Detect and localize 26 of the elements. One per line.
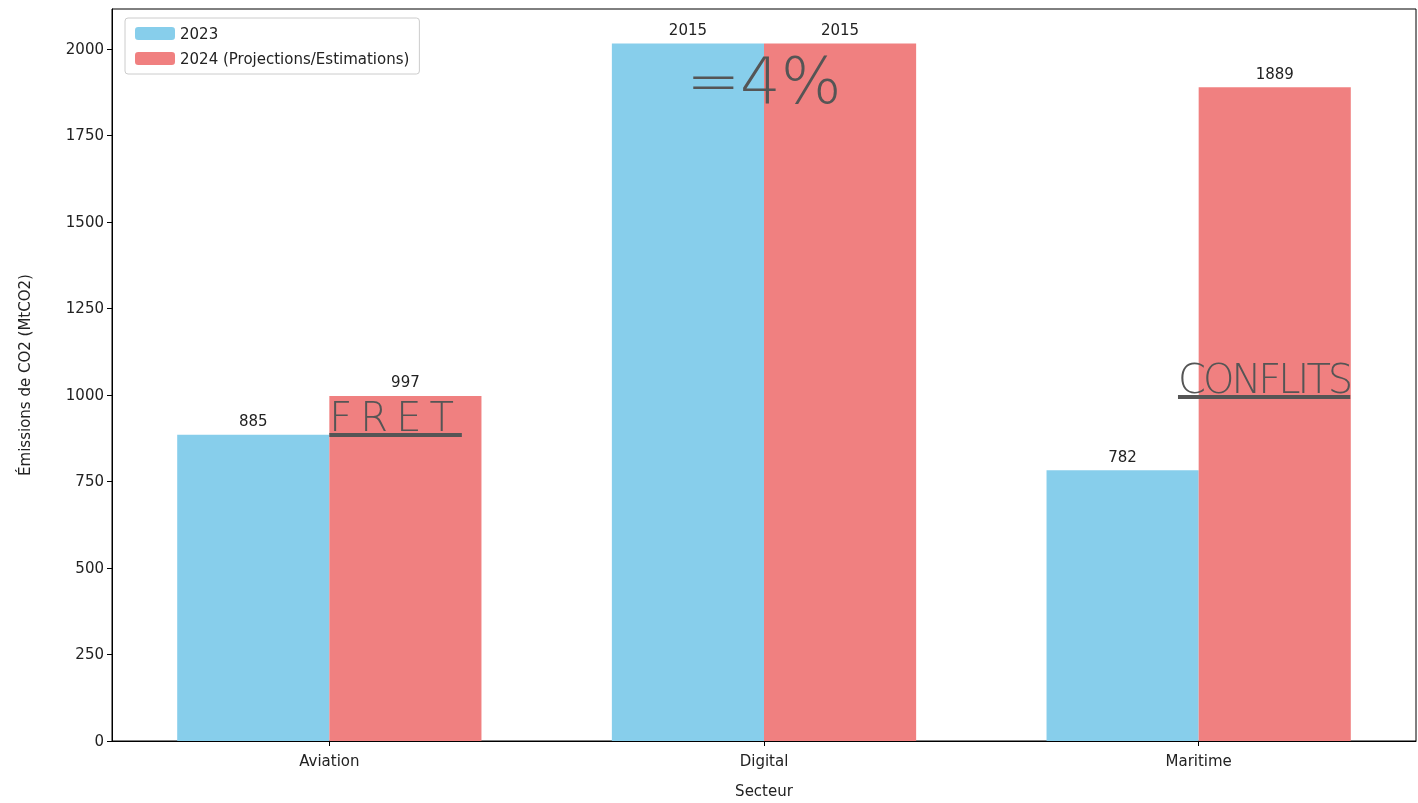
x-tick-label: Digital [739, 751, 789, 770]
bar [177, 434, 330, 741]
data-label: 885 [238, 412, 268, 431]
bar [329, 395, 482, 741]
y-tick-label: 1750 [65, 126, 104, 145]
data-label: 2015 [820, 21, 860, 40]
legend-label: 2024 (Projections/Estimations) [180, 49, 410, 68]
y-tick-label: 1250 [65, 299, 104, 318]
data-label: 997 [391, 373, 420, 392]
y-tick-label: 0 [94, 732, 104, 750]
y-tick-label: 2000 [65, 39, 104, 58]
x-tick-label: Aviation [299, 751, 360, 770]
y-tick-label: 500 [75, 558, 104, 577]
y-tick-label: 750 [75, 472, 104, 491]
y-axis-title: Émissions de CO2 (MtCO2) [14, 274, 34, 476]
y-tick-label: 1000 [65, 385, 104, 404]
data-label: 2015 [668, 21, 708, 40]
data-label: 1889 [1255, 64, 1294, 83]
bar [1046, 470, 1199, 741]
y-tick-label: 1500 [65, 212, 104, 231]
legend-label: 2023 [180, 24, 219, 43]
x-tick-label: Maritime [1165, 751, 1232, 770]
y-tick-label: 250 [75, 645, 104, 664]
annotation: FRET [329, 393, 462, 440]
x-axis-title: Secteur [735, 781, 794, 800]
data-label: 782 [1108, 447, 1137, 466]
